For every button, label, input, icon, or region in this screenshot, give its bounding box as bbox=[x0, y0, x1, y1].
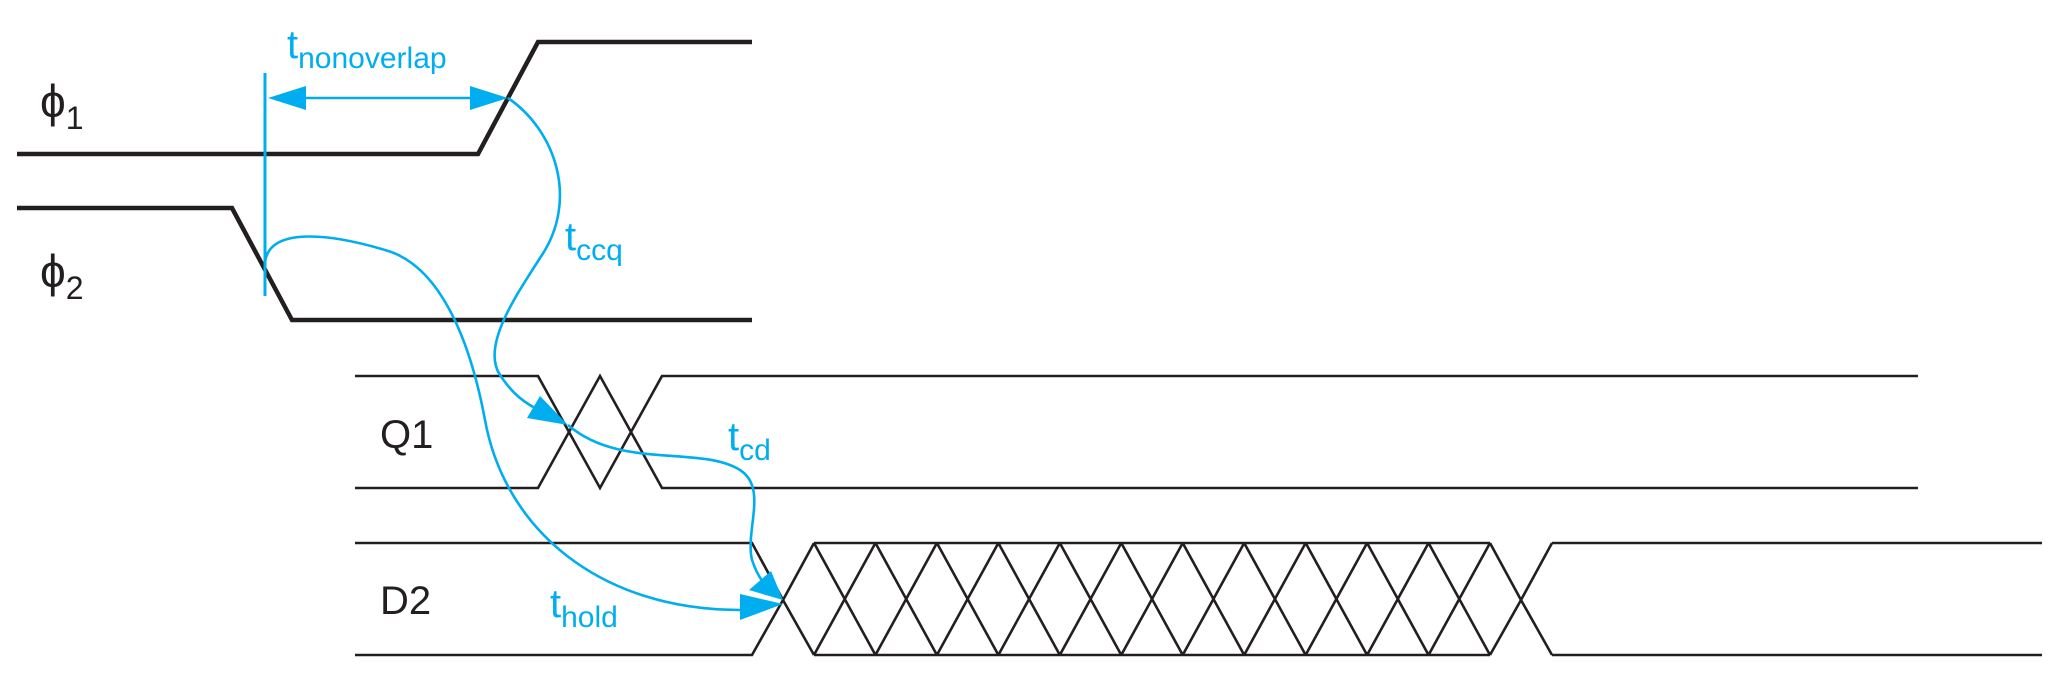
ccq-curve bbox=[493, 96, 562, 410]
phi2-subscript: 2 bbox=[66, 270, 84, 306]
hold-curve bbox=[263, 235, 741, 612]
q1-waveform bbox=[355, 373, 1918, 491]
d2-label: D2 bbox=[380, 579, 431, 623]
phi1-subscript: 1 bbox=[66, 100, 84, 136]
nonoverlap-timing: tnonoverlap bbox=[263, 23, 508, 296]
arrowhead-right-icon bbox=[470, 86, 508, 110]
hold-label: thold bbox=[550, 582, 618, 634]
q1-label: Q1 bbox=[380, 413, 433, 457]
nonoverlap-label: tnonoverlap bbox=[287, 23, 447, 75]
arrowhead-left-icon bbox=[268, 86, 306, 110]
d2-waveform bbox=[355, 541, 2042, 657]
hold-timing: thold bbox=[263, 235, 783, 634]
ccq-label: tccq bbox=[565, 215, 623, 267]
cd-curve bbox=[567, 424, 765, 583]
d2-unknown-region bbox=[812, 542, 1492, 656]
ccq-arrowhead-icon bbox=[527, 396, 568, 425]
phi1-label: ϕ1 bbox=[40, 75, 84, 136]
cd-arrowhead-icon bbox=[749, 571, 783, 600]
phi2-waveform bbox=[17, 205, 752, 323]
hold-arrowhead-icon bbox=[740, 594, 783, 620]
phi2-label: ϕ2 bbox=[40, 245, 84, 306]
ccq-timing: tccq bbox=[493, 96, 623, 425]
d2-crossing-lines bbox=[812, 542, 1492, 656]
cd-label: tcd bbox=[728, 415, 771, 467]
cd-timing: tcd bbox=[567, 415, 783, 600]
